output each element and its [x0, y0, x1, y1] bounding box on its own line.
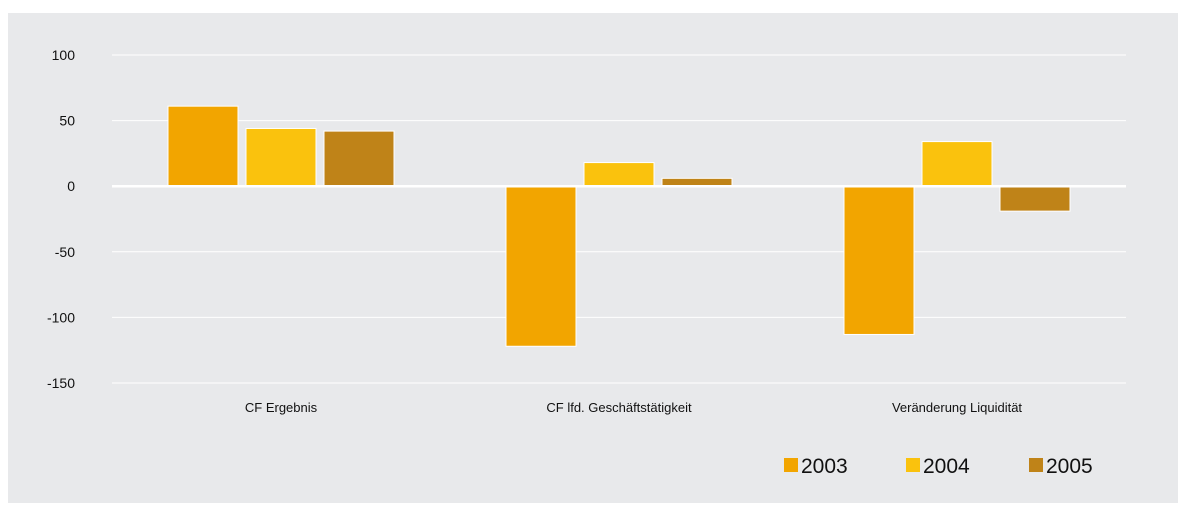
legend-item-2005: 2005 [1029, 455, 1093, 478]
category-label: Veränderung Liquidität [892, 400, 1022, 415]
bar-2004-1 [245, 127, 317, 187]
bar-2003-1 [167, 105, 239, 187]
legend-item-2003: 2003 [784, 455, 848, 478]
x-axis-category-labels: CF Ergebnis CF lfd. Geschäftstätigkeit Ver… [245, 400, 1023, 415]
legend: 2003 2004 2005 [784, 455, 1093, 478]
legend-label: 2003 [801, 455, 848, 478]
y-axis-tick-labels: 100 50 0 -50 -100 -150 [47, 47, 75, 391]
legend-swatch [1029, 458, 1043, 472]
y-tick-label: 50 [59, 113, 75, 129]
y-tick-label: 0 [67, 178, 75, 194]
legend-swatch [784, 458, 798, 472]
y-tick-label: -100 [47, 309, 75, 325]
gridlines [112, 54, 1126, 384]
bar-2003-3 [843, 185, 915, 335]
category-label: CF Ergebnis [245, 400, 318, 415]
legend-item-2004: 2004 [906, 455, 970, 478]
bar-2004-2 [583, 162, 655, 187]
legend-label: 2005 [1046, 455, 1093, 478]
legend-label: 2004 [923, 455, 970, 478]
legend-swatch [906, 458, 920, 472]
bar-2004-3 [921, 141, 993, 187]
bars [167, 105, 1071, 347]
category-label: CF lfd. Geschäftstätigkeit [546, 400, 692, 415]
bar-2003-2 [505, 185, 577, 347]
y-tick-label: 100 [52, 47, 76, 63]
bar-chart: 100 50 0 -50 -100 -150 CF Ergebnis CF lfd. Ges… [47, 47, 1126, 478]
bar-2005-1 [323, 130, 395, 187]
bar-2005-3 [999, 185, 1071, 212]
y-tick-label: -150 [47, 375, 75, 391]
y-tick-label: -50 [55, 244, 75, 260]
chart-panel: 100 50 0 -50 -100 -150 CF Ergebnis CF lfd. Ges… [8, 13, 1178, 503]
